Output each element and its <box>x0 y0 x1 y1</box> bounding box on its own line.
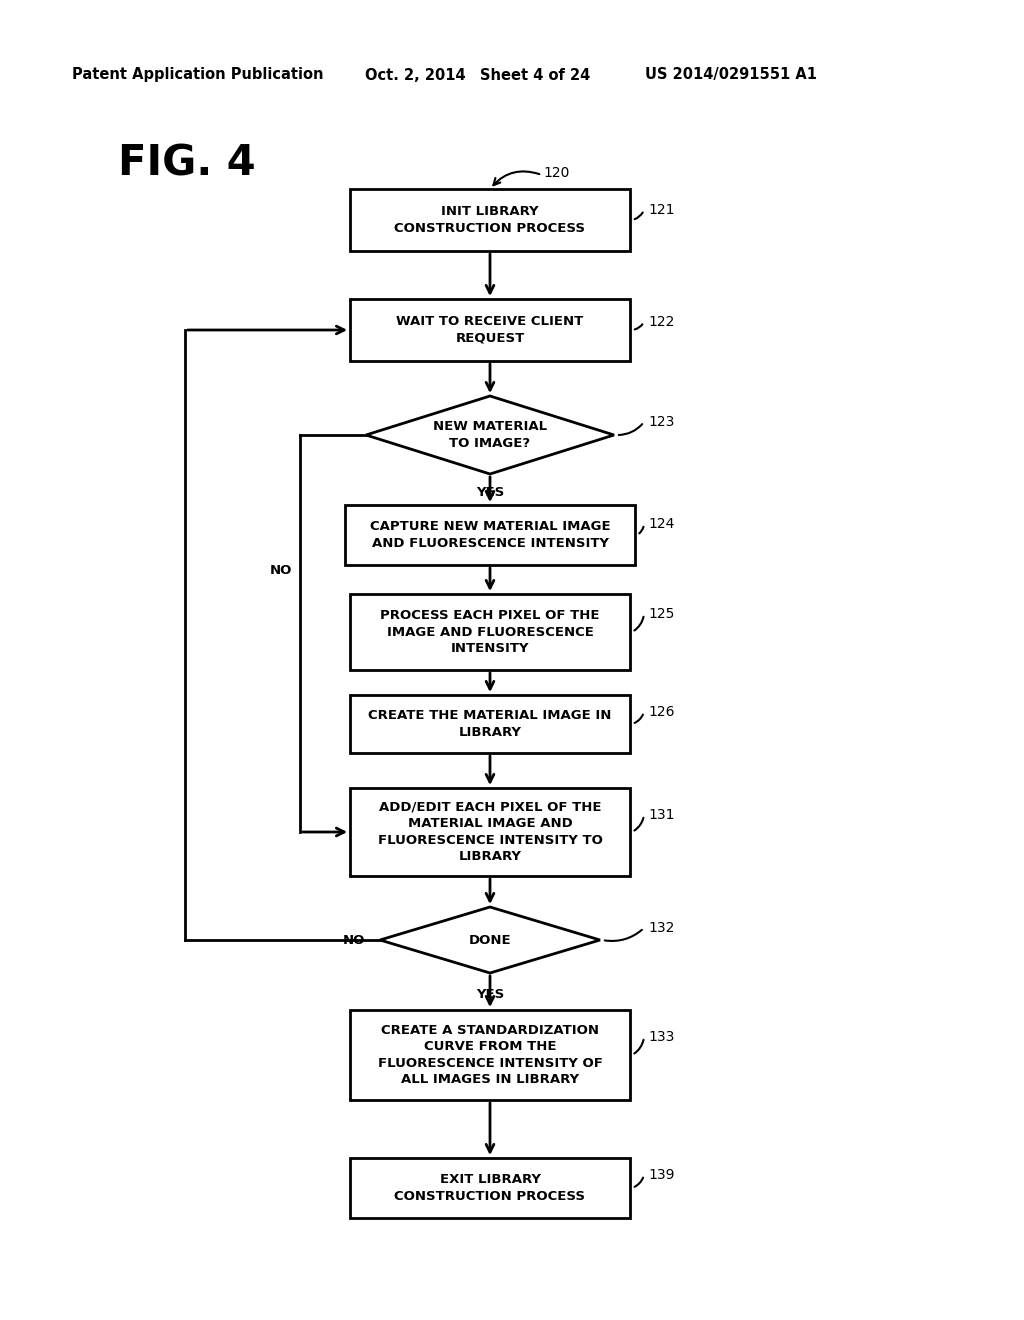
Text: Sheet 4 of 24: Sheet 4 of 24 <box>480 67 590 82</box>
Text: 123: 123 <box>648 414 675 429</box>
Text: 139: 139 <box>648 1168 675 1181</box>
Text: CREATE THE MATERIAL IMAGE IN
LIBRARY: CREATE THE MATERIAL IMAGE IN LIBRARY <box>369 709 611 739</box>
Bar <box>350 1010 630 1100</box>
Text: 133: 133 <box>648 1030 675 1044</box>
Bar <box>350 594 630 671</box>
Text: DONE: DONE <box>469 933 511 946</box>
Polygon shape <box>380 907 600 973</box>
Text: 132: 132 <box>648 921 675 935</box>
Text: CAPTURE NEW MATERIAL IMAGE
AND FLUORESCENCE INTENSITY: CAPTURE NEW MATERIAL IMAGE AND FLUORESCE… <box>370 520 610 549</box>
Text: NO: NO <box>269 564 292 577</box>
Text: 125: 125 <box>648 607 675 620</box>
Text: Oct. 2, 2014: Oct. 2, 2014 <box>365 67 466 82</box>
Polygon shape <box>366 396 614 474</box>
Text: EXIT LIBRARY
CONSTRUCTION PROCESS: EXIT LIBRARY CONSTRUCTION PROCESS <box>394 1173 586 1203</box>
Text: INIT LIBRARY
CONSTRUCTION PROCESS: INIT LIBRARY CONSTRUCTION PROCESS <box>394 205 586 235</box>
Text: NEW MATERIAL
TO IMAGE?: NEW MATERIAL TO IMAGE? <box>433 420 547 450</box>
Text: CREATE A STANDARDIZATION
CURVE FROM THE
FLUORESCENCE INTENSITY OF
ALL IMAGES IN : CREATE A STANDARDIZATION CURVE FROM THE … <box>378 1024 602 1086</box>
Text: NO: NO <box>343 933 365 946</box>
Bar <box>350 300 630 360</box>
Text: YES: YES <box>476 486 504 499</box>
Text: US 2014/0291551 A1: US 2014/0291551 A1 <box>645 67 817 82</box>
Text: 124: 124 <box>648 517 675 531</box>
Text: WAIT TO RECEIVE CLIENT
REQUEST: WAIT TO RECEIVE CLIENT REQUEST <box>396 315 584 345</box>
Text: FIG. 4: FIG. 4 <box>118 143 256 183</box>
Bar <box>350 1158 630 1218</box>
Bar <box>345 506 635 565</box>
Text: 122: 122 <box>648 315 675 329</box>
Text: ADD/EDIT EACH PIXEL OF THE
MATERIAL IMAGE AND
FLUORESCENCE INTENSITY TO
LIBRARY: ADD/EDIT EACH PIXEL OF THE MATERIAL IMAG… <box>378 801 602 863</box>
Bar <box>350 189 630 251</box>
Text: 126: 126 <box>648 705 675 719</box>
Text: Patent Application Publication: Patent Application Publication <box>72 67 324 82</box>
Bar <box>350 696 630 752</box>
Bar <box>350 788 630 876</box>
Text: YES: YES <box>476 989 504 1002</box>
Text: PROCESS EACH PIXEL OF THE
IMAGE AND FLUORESCENCE
INTENSITY: PROCESS EACH PIXEL OF THE IMAGE AND FLUO… <box>380 609 600 655</box>
Text: 131: 131 <box>648 808 675 822</box>
Text: 120: 120 <box>543 166 569 180</box>
Text: 121: 121 <box>648 203 675 216</box>
